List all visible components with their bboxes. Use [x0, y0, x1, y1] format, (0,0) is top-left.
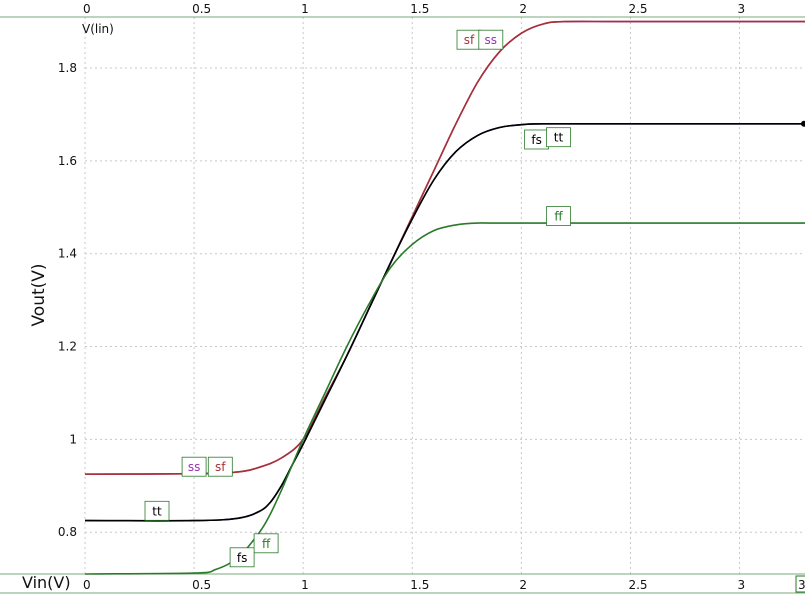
x-tick-label-top: 1	[301, 2, 309, 16]
series-tag-box	[144, 500, 170, 521]
x-tick-label-bottom: 0.5	[192, 578, 211, 592]
series-tag-box	[546, 127, 571, 148]
series-tag-box	[181, 456, 207, 477]
x-axis-title: Vin(V)	[22, 573, 71, 592]
series-line-fs	[84, 122, 805, 522]
series-tag-text: ss	[188, 460, 201, 474]
y-tick-label: 1.2	[58, 340, 77, 354]
series-tag-ff: ff	[253, 533, 279, 554]
series-tag-text: fs	[531, 133, 541, 147]
series-tag-tt: tt	[546, 127, 571, 148]
x-tick-label-bottom: 3	[738, 578, 746, 592]
series-tag-text: ff	[554, 210, 563, 224]
y-tick-label: 1.8	[58, 61, 77, 75]
grid	[84, 17, 805, 574]
series-tag-text: fs	[237, 551, 247, 565]
x-tick-label-top: 3	[738, 2, 746, 16]
series-tag-box	[478, 29, 504, 50]
series-tag-text: ss	[485, 33, 498, 47]
y-tick-label: 1.4	[58, 247, 77, 261]
series-tag-sf: sf	[456, 29, 482, 50]
series-end-marker	[801, 120, 805, 127]
x-tick-label-bottom: 1	[301, 578, 309, 592]
series-tag-fs: fs	[229, 547, 255, 568]
x-tick-label-top: 2.5	[628, 2, 647, 16]
x-axis-end-label: 3	[798, 578, 805, 592]
series-tag-box	[229, 547, 255, 568]
series-tag-tt: tt	[144, 500, 170, 521]
x-tick-label-bottom: 2	[519, 578, 527, 592]
series-tag-text: tt	[152, 504, 162, 518]
series-tag-ss: ss	[181, 456, 207, 477]
x-tick-label-top: 0	[83, 2, 91, 16]
y-tick-label: 1.6	[58, 154, 77, 168]
x-tick-label-top: 1.5	[410, 2, 429, 16]
series-tag-box	[207, 456, 233, 477]
series-tag-box	[253, 533, 279, 554]
x-tick-label-top: 0.5	[192, 2, 211, 16]
series-tag-text: ff	[262, 537, 271, 551]
y-scale-label: V(lin)	[82, 22, 114, 36]
series-tag-text: sf	[464, 33, 475, 47]
series-tag-ss: ss	[478, 29, 504, 50]
series-tag-box	[546, 206, 571, 227]
tick-labels: 0 0 0.5 0.5 1 1 1.5 1.5 2 2 2.5 2.5 3 3 0.8 1 1.2 1.4 1.6 1…	[58, 2, 745, 592]
series-tag-text: sf	[215, 460, 226, 474]
x-tick-label-bottom: 2.5	[628, 578, 647, 592]
x-tick-label-bottom: 1.5	[410, 578, 429, 592]
x-tick-label-bottom: 0	[83, 578, 91, 592]
series-tag-ff: ff	[546, 206, 571, 227]
series-tag-sf: sf	[207, 456, 233, 477]
series-lines	[84, 20, 805, 575]
series-tag-text: tt	[554, 131, 564, 145]
series-tag-fs: fs	[524, 129, 549, 150]
x-tick-label-top: 2	[519, 2, 527, 16]
y-axis-title: Vout(V)	[29, 263, 49, 326]
y-tick-label: 0.8	[58, 525, 77, 539]
x-axis-end-box: 3	[795, 575, 805, 593]
y-tick-label: 1	[69, 432, 77, 446]
